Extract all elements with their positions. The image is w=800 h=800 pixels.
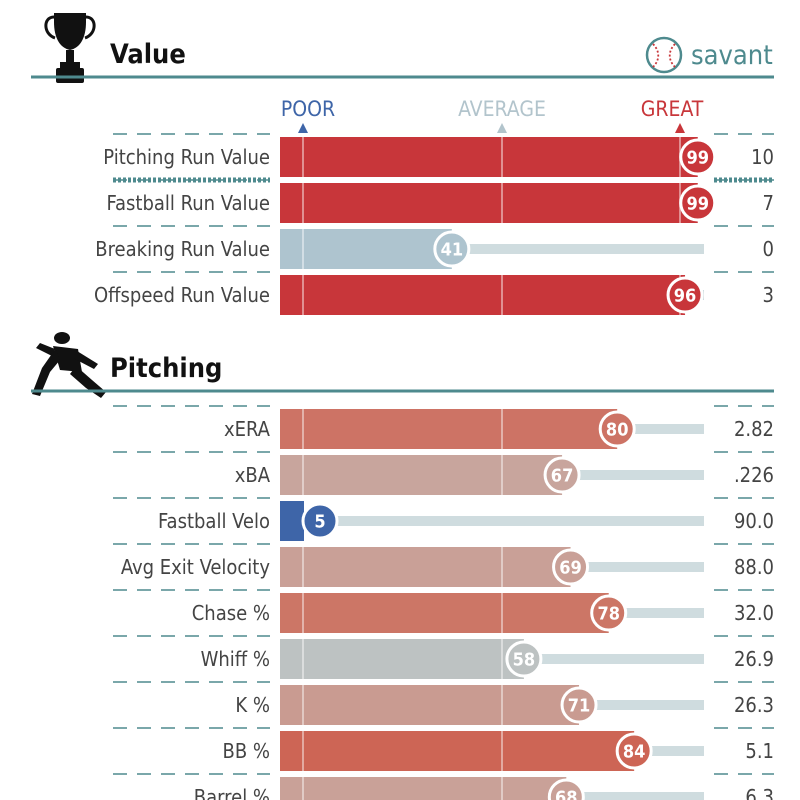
percentile-circle — [560, 686, 598, 724]
metric-label: Breaking Run Value — [95, 237, 270, 261]
percentile-bar — [280, 685, 580, 725]
scale-marker-poor — [298, 123, 308, 133]
baseball-icon — [645, 36, 683, 74]
percentile-bar — [280, 731, 635, 771]
metric-label: Chase % — [192, 601, 270, 625]
percentile-value: 99 — [686, 148, 709, 169]
percentile-circle — [590, 594, 628, 632]
percentile-value: 84 — [623, 742, 646, 763]
metric-value: 26.3 — [734, 693, 774, 717]
percentile-circle — [598, 410, 636, 448]
metric-value: 0 — [763, 237, 774, 261]
metric-value: 32.0 — [734, 601, 774, 625]
percentile-value: 5 — [314, 512, 325, 533]
metric-value: 7 — [763, 191, 774, 215]
scale-marker-average — [497, 123, 507, 133]
metric-label: Fastball Run Value — [106, 191, 270, 215]
percentile-circle — [301, 502, 339, 540]
percentile-value: 68 — [555, 788, 578, 800]
percentile-circle — [679, 184, 717, 222]
metric-value: 2.82 — [734, 417, 774, 441]
percentile-circle — [547, 778, 585, 800]
scale-label-poor: POOR — [281, 97, 335, 121]
percentile-bar — [280, 547, 571, 587]
percentile-bar — [280, 639, 524, 679]
metric-value: 90.0 — [734, 509, 774, 533]
scale-marker-great — [675, 123, 685, 133]
percentile-value: 78 — [597, 604, 620, 625]
percentile-bar — [280, 229, 452, 269]
percentile-bar — [280, 777, 567, 800]
percentile-circle — [543, 456, 581, 494]
percentile-circle — [433, 230, 471, 268]
metric-label: Offspeed Run Value — [94, 283, 270, 307]
percentile-bar — [280, 275, 686, 315]
percentile-value: 69 — [559, 558, 582, 579]
section-title-pitching: Pitching — [110, 353, 222, 384]
percentile-bar — [280, 501, 304, 541]
percentile-bar — [280, 409, 618, 449]
percentile-circle — [679, 138, 717, 176]
pitcher-icon — [32, 332, 106, 398]
percentile-value: 99 — [686, 194, 709, 215]
metric-value: 88.0 — [734, 555, 774, 579]
metric-label: Fastball Velo — [158, 509, 270, 533]
scale-label-great: GREAT — [641, 97, 704, 121]
metric-label: Whiff % — [201, 647, 270, 671]
percentile-value: 58 — [513, 650, 536, 671]
percentile-value: 41 — [441, 240, 464, 261]
metric-label: xERA — [224, 417, 271, 441]
metric-label: Avg Exit Velocity — [121, 555, 270, 579]
metric-value: 6.3 — [745, 785, 774, 800]
metric-value: 26.9 — [734, 647, 774, 671]
percentile-bar — [280, 183, 698, 223]
savant-logo-text: savant — [691, 40, 773, 71]
percentile-circle — [505, 640, 543, 678]
section-title-value: Value — [110, 39, 186, 70]
metric-label: xBA — [235, 463, 271, 487]
percentile-circle — [552, 548, 590, 586]
metric-label: BB % — [223, 739, 271, 763]
percentile-bar — [280, 455, 563, 495]
trophy-icon — [44, 13, 96, 83]
percentile-track — [280, 516, 704, 526]
percentile-bar — [280, 137, 698, 177]
metric-label: Pitching Run Value — [103, 145, 270, 169]
metric-label: K % — [235, 693, 270, 717]
metric-value: 10 — [751, 145, 774, 169]
percentile-value: 71 — [568, 696, 591, 717]
metric-label: Barrel % — [194, 785, 270, 800]
percentile-value: 80 — [606, 420, 629, 441]
percentile-track — [280, 244, 704, 254]
percentile-bar — [280, 593, 609, 633]
metric-value: 3 — [763, 283, 774, 307]
percentile-circle — [615, 732, 653, 770]
percentile-value: 96 — [674, 286, 697, 307]
metric-value: 5.1 — [745, 739, 774, 763]
scale-label-average: AVERAGE — [458, 97, 546, 121]
percentile-circle — [666, 276, 704, 314]
metric-value: .226 — [734, 463, 774, 487]
percentile-value: 67 — [551, 466, 574, 487]
